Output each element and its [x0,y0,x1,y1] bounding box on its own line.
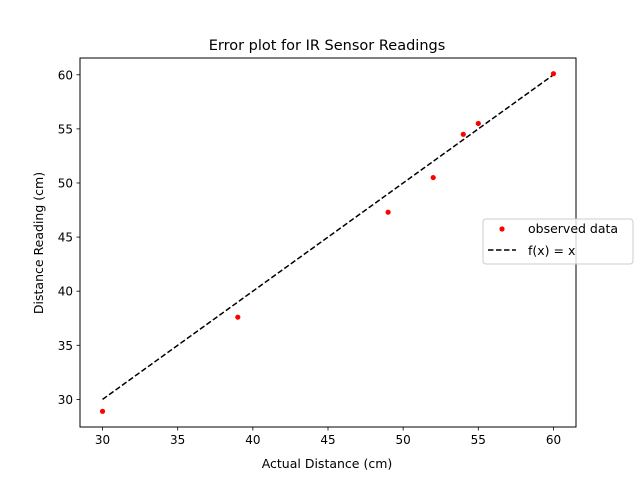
data-point [475,120,481,127]
data-point [430,174,436,181]
y-tick-label: 35 [58,339,73,353]
y-tick-label: 40 [58,285,73,299]
data-point [550,71,557,77]
legend-label-fx: f(x) = x [528,243,575,258]
axis-ticks: 30 35 40 45 50 55 60 30 35 40 45 50 55 60 [58,68,561,447]
y-tick-label: 50 [58,176,73,190]
x-tick-label: 45 [320,433,335,447]
legend-frame [482,218,634,265]
data-point [385,209,391,215]
x-tick-label: 30 [95,433,110,447]
data-point [460,131,466,137]
x-axis-label: Actual Distance (cm) [262,456,393,471]
legend-marker-observed [499,226,505,232]
x-tick-label: 50 [396,433,411,447]
data-point [99,408,106,414]
x-tick-label: 35 [170,433,185,447]
data-point [235,314,241,320]
x-tick-label: 60 [546,433,561,447]
chart-title: Error plot for IR Sensor Readings [209,38,446,54]
series-line-fx [102,74,554,401]
y-tick-label: 55 [58,122,73,136]
y-tick-label: 45 [58,231,73,245]
x-tick-label: 40 [245,433,260,447]
legend-label-observed: observed data [528,221,618,236]
x-tick-label: 55 [471,433,486,447]
y-axis-label: Distance Reading (cm) [31,172,46,314]
y-tick-label: 30 [58,393,73,407]
y-tick-label: 60 [58,68,73,82]
legend: observed data f(x) = x [482,218,634,265]
